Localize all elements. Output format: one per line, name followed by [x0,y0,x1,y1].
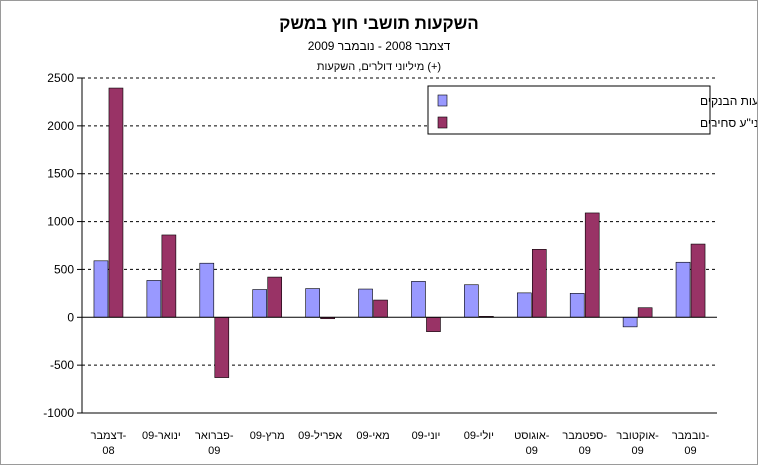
bar-financial [584,212,600,318]
y-tick-label: 2000 [47,119,74,133]
legend-swatch [437,94,448,107]
category-label: ספטמבר- [562,430,607,442]
category-label: יוני-09 [412,430,441,442]
y-tick-label: 1500 [47,167,74,181]
category-label: 09 [579,445,591,457]
category-label: פברואר- [195,430,234,442]
category-label: נובמבר- [672,430,710,442]
bar-direct [464,284,479,318]
category-label: 09 [632,445,644,457]
legend-label: השקעות פיננסיות בני"ע סחירים [700,116,757,130]
bar-direct [199,262,215,318]
bar-direct [411,281,426,318]
category-label: 09 [208,445,220,457]
bar-financial [214,316,230,378]
bar-direct [622,316,638,328]
bar-financial [690,243,706,318]
y-tick-label: 500 [54,262,74,276]
category-label: דצמבר- [91,430,127,442]
chart-units-label: מיליוני דולרים, השקעות (+) [317,60,441,73]
bar-financial [637,307,653,318]
y-tick-label: 0 [67,310,74,324]
category-label: אוקטובר- [616,430,659,442]
category-label: 09 [684,445,696,457]
bar-financial [373,299,388,318]
chart-subtitle: דצמבר 2008 - נובמבר 2009 [308,39,451,53]
bar-direct [358,288,373,318]
legend-box [427,85,711,135]
bar-direct [675,261,691,318]
chart-title: השקעות תושבי חוץ במשק [279,14,479,33]
y-tick-label: 2500 [47,71,74,85]
category-label: אפריל-09 [298,429,342,442]
legend-swatch [437,116,448,129]
y-tick-label: 1000 [47,215,74,229]
bar-financial [108,87,124,318]
category-label: 09 [526,445,538,457]
bar-financial [531,249,547,318]
bar-financial [267,276,283,318]
bar-financial [426,316,441,332]
y-tick-label: -1000 [43,406,74,420]
category-label: מרץ-09 [250,430,285,442]
category-label: מאי-09 [356,430,389,442]
category-label: יולי-09 [464,429,494,442]
category-label: אוגוסט- [514,430,550,442]
bar-direct [146,280,162,318]
y-tick-label: -500 [50,358,74,372]
category-label: 08 [102,445,114,457]
legend: השקעות ישירות בישראל באמצעות הבנקים השקעו… [427,85,758,135]
category-label: ינואר-09 [142,430,181,442]
legend-label: השקעות ישירות בישראל באמצעות הבנקים [700,94,757,108]
bar-direct [93,260,109,318]
bar-direct [569,293,585,318]
bar-direct [305,288,320,318]
bar-direct [516,292,532,318]
bar-financial [161,234,177,318]
bar-direct [252,289,268,318]
